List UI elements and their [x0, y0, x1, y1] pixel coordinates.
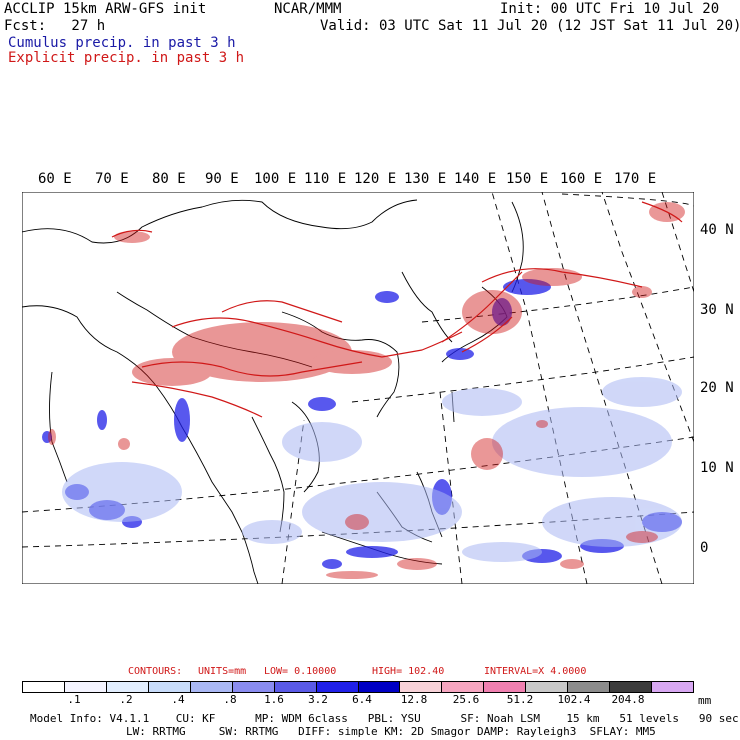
contours-units: UNITS=mm — [198, 666, 247, 677]
forecast-hour: Fcst: 27 h — [4, 18, 106, 34]
legend-cumulus: Cumulus precip. in past 3 h — [8, 35, 236, 51]
lat-label-40n: 40 N — [700, 222, 734, 238]
colorbar-segment — [23, 682, 65, 692]
colorbar-label: .8 — [223, 693, 237, 706]
lon-label-90e: 90 E — [205, 171, 239, 187]
init-time: Init: 00 UTC Fri 10 Jul 20 — [500, 1, 720, 17]
lon-label-170e: 170 E — [614, 171, 657, 187]
colorbar-label: 12.8 — [400, 693, 428, 706]
lat-label-0: 0 — [700, 540, 709, 556]
org-label: NCAR/MMM — [274, 1, 342, 17]
colorbar-label: 25.6 — [452, 693, 480, 706]
colorbar-segment — [652, 682, 693, 692]
lon-label-150e: 150 E — [506, 171, 549, 187]
lat-label-10n: 10 N — [700, 460, 734, 476]
colorbar-label: .1 — [67, 693, 81, 706]
colorbar-segment — [442, 682, 485, 692]
colorbar-units: mm — [698, 694, 712, 707]
colorbar-label: 51.2 — [506, 693, 534, 706]
colorbar — [22, 681, 694, 693]
contours-high: HIGH= 102.40 — [372, 666, 445, 677]
colorbar-segment — [64, 682, 107, 692]
plot-title: ACCLIP 15km ARW-GFS init — [4, 1, 207, 17]
lon-label-100e: 100 E — [254, 171, 297, 187]
colorbar-segment — [358, 682, 401, 692]
colorbar-label: .4 — [171, 693, 185, 706]
lat-label-20n: 20 N — [700, 380, 734, 396]
colorbar-label: .2 — [119, 693, 133, 706]
lon-label-60e: 60 E — [38, 171, 72, 187]
lon-label-110e: 110 E — [304, 171, 347, 187]
model-info-line2: LW: RRTMG SW: RRTMG DIFF: simple KM: 2D … — [126, 725, 656, 738]
colorbar-segment — [484, 682, 527, 692]
colorbar-label: 204.8 — [611, 693, 645, 706]
colorbar-segment — [316, 682, 359, 692]
colorbar-segment — [526, 682, 569, 692]
contours-low: LOW= 0.10000 — [264, 666, 337, 677]
lon-label-140e: 140 E — [454, 171, 497, 187]
colorbar-segment — [190, 682, 233, 692]
colorbar-label: 3.2 — [308, 693, 328, 706]
precip-map — [22, 192, 694, 584]
explicit-precip — [111, 201, 683, 418]
colorbar-segment — [148, 682, 191, 692]
lon-label-70e: 70 E — [95, 171, 129, 187]
valid-time: Valid: 03 UTC Sat 11 Jul 20 (12 JST Sat … — [320, 18, 740, 34]
lat-label-30n: 30 N — [700, 302, 734, 318]
colorbar-segment — [274, 682, 317, 692]
colorbar-label: 6.4 — [352, 693, 372, 706]
lon-label-160e: 160 E — [560, 171, 603, 187]
lon-label-130e: 130 E — [404, 171, 447, 187]
colorbar-segment — [232, 682, 275, 692]
contours-interval: INTERVAL=X 4.0000 — [484, 666, 587, 677]
lon-label-80e: 80 E — [152, 171, 186, 187]
colorbar-segment — [568, 682, 611, 692]
colorbar-label: 102.4 — [557, 693, 591, 706]
colorbar-label: 1.6 — [264, 693, 284, 706]
lon-label-120e: 120 E — [354, 171, 397, 187]
contours-label: CONTOURS: — [128, 666, 183, 677]
explicit-precip-fill — [48, 202, 685, 579]
legend-explicit: Explicit precip. in past 3 h — [8, 50, 245, 66]
colorbar-segment — [610, 682, 653, 692]
colorbar-segment — [400, 682, 443, 692]
model-info-line1: Model Info: V4.1.1 CU: KF MP: WDM 6class… — [30, 712, 739, 725]
colorbar-segment — [106, 682, 149, 692]
cumulus-precip-light — [62, 377, 682, 562]
